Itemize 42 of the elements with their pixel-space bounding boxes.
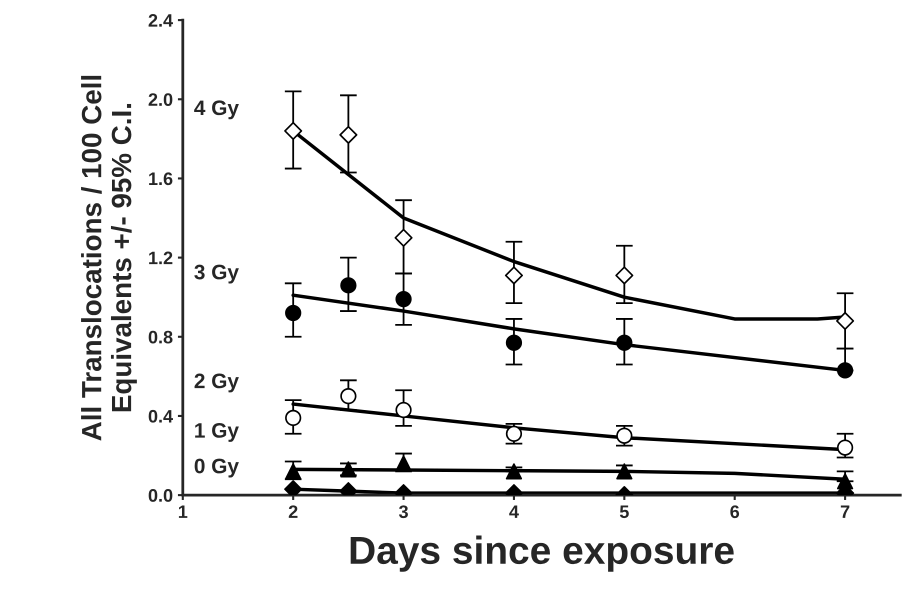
point [395, 402, 412, 418]
text: 0 Gy [194, 458, 239, 478]
y-tick-label: 0.8 [148, 330, 173, 344]
y-tick-label: 1.2 [149, 252, 172, 264]
y-tick-label: 0.4 [148, 410, 173, 423]
x-tick-label: 3 [398, 505, 408, 518]
y-tick-label: 0.0 [148, 489, 172, 502]
point [284, 480, 302, 496]
point [506, 426, 522, 442]
point [339, 126, 358, 144]
point [285, 410, 302, 426]
text: 3 Gy [194, 264, 239, 284]
x-tick-label: 6 [730, 505, 740, 518]
point [506, 334, 522, 351]
point [616, 463, 632, 480]
point [506, 463, 522, 480]
x-tick-label: 5 [620, 506, 629, 518]
point [394, 228, 413, 247]
x-tick-label: 7 [840, 506, 850, 518]
point [395, 291, 412, 308]
y-tick-label: 1.6 [149, 172, 172, 186]
point [836, 439, 854, 456]
point [340, 277, 356, 294]
point [616, 334, 632, 351]
point [615, 266, 634, 284]
point [285, 304, 302, 322]
y-tick-label: 2.4 [148, 14, 173, 27]
x-tick-label: 2 [288, 505, 298, 518]
x-tick-label: 4 [509, 506, 519, 518]
point [836, 312, 854, 330]
y-tick-label: 2.0 [148, 93, 172, 106]
text: 1 Gy [195, 423, 239, 442]
x-axis-title: Days since exposure [350, 536, 734, 572]
text: 2 Gy [194, 374, 239, 392]
point [616, 428, 632, 444]
point [836, 362, 854, 379]
point [504, 266, 523, 284]
y-axis-title: All Translocations / 100 Cell Equivalents +/- 95% C.I. [81, 76, 137, 441]
text: 4 Gy [194, 100, 239, 120]
point [284, 122, 302, 140]
point [340, 388, 356, 404]
x-tick-label: 1 [178, 506, 188, 518]
